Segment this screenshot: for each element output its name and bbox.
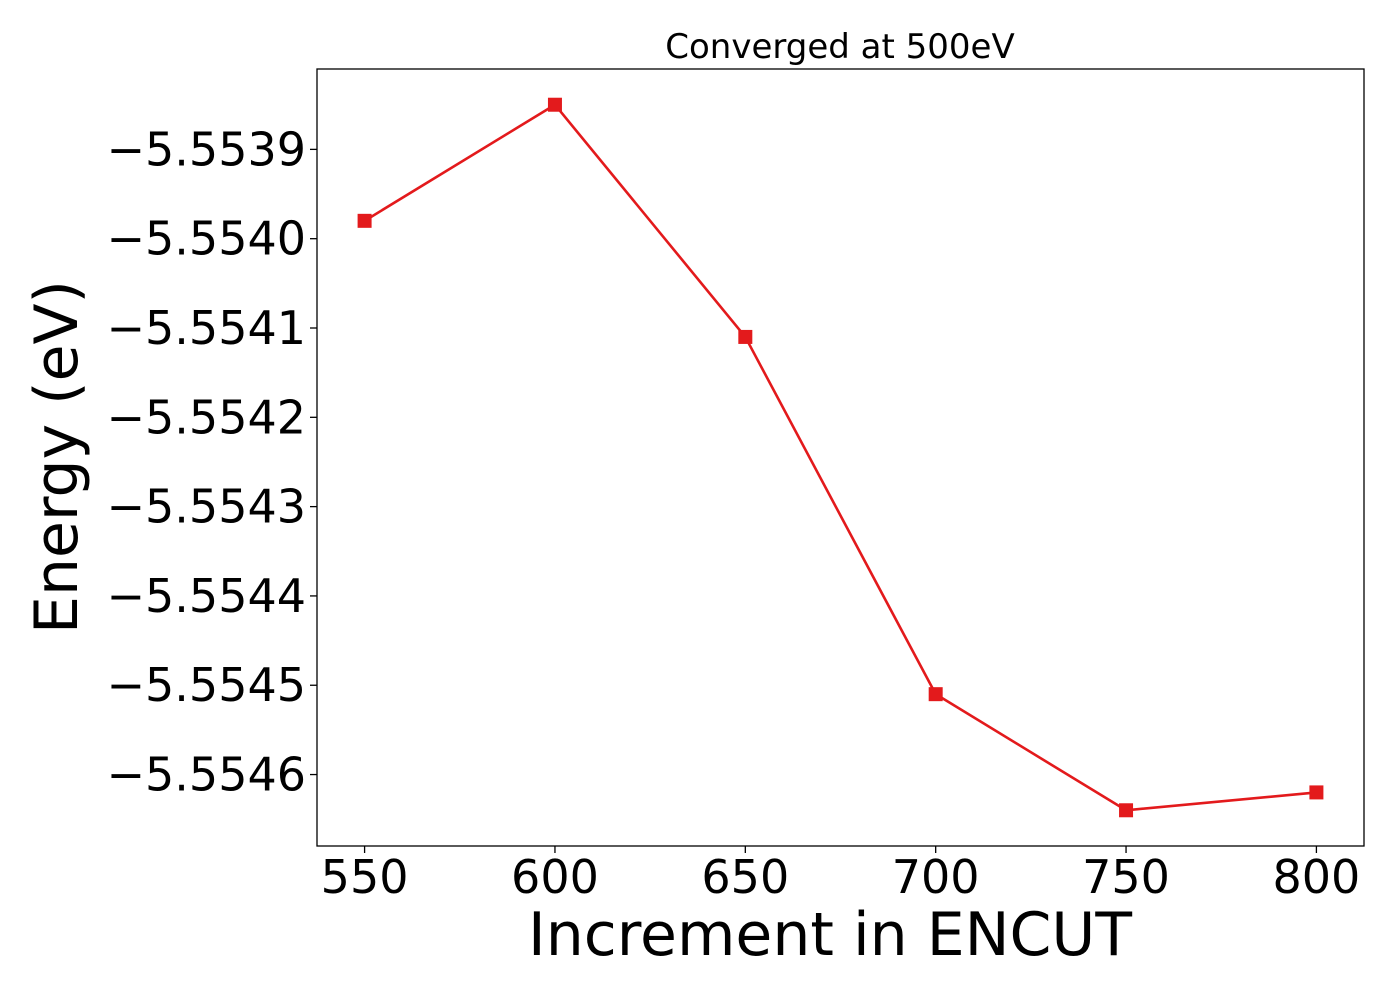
- y-tick-label: −5.5541: [107, 301, 307, 355]
- y-tick-label: −5.5542: [107, 390, 307, 444]
- y-axis-ticks: −5.5539 −5.5540 −5.5541 −5.5542 −5.5543 −5.55…: [107, 122, 317, 802]
- y-tick-label: −5.5546: [107, 748, 307, 802]
- data-point-marker: [547, 97, 562, 112]
- data-point-marker: [1309, 785, 1324, 800]
- series-layer: [357, 97, 1324, 818]
- series-line: [363, 103, 1317, 812]
- y-axis-label: Energy (eV): [22, 280, 92, 634]
- y-tick-label: −5.5545: [107, 658, 307, 712]
- x-tick-label: 750: [1082, 850, 1170, 904]
- data-point-marker: [928, 687, 943, 702]
- chart-title: Converged at 500eV: [665, 27, 1014, 67]
- x-tick-label: 700: [892, 850, 980, 904]
- plot-area: [316, 68, 1365, 847]
- x-tick-label: 550: [321, 850, 409, 904]
- x-tick-label: 600: [511, 850, 599, 904]
- y-tick-label: −5.5539: [107, 122, 307, 176]
- y-tick-label: −5.5540: [107, 212, 307, 266]
- x-tick-label: 800: [1273, 850, 1361, 904]
- x-axis-label: Increment in ENCUT: [528, 900, 1132, 970]
- y-tick-label: −5.5544: [107, 569, 307, 623]
- data-point-marker: [738, 329, 753, 344]
- y-tick-label: −5.5543: [107, 480, 307, 534]
- x-tick-label: 650: [701, 850, 789, 904]
- data-point-marker: [357, 213, 372, 228]
- data-point-marker: [1119, 803, 1134, 818]
- x-axis-ticks: 550 600 650 700 750 800: [321, 846, 1361, 904]
